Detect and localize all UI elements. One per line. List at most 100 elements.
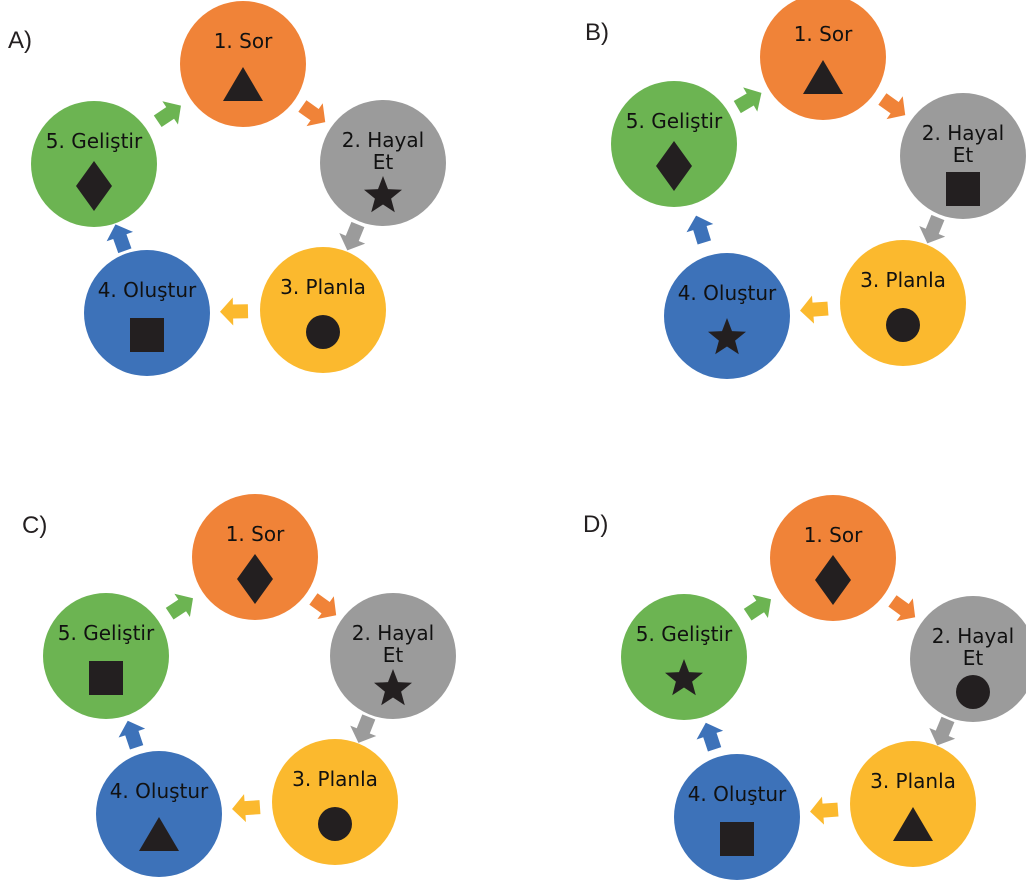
arrow-olustur-to-gelistir-icon (696, 722, 724, 752)
step-label: 1. Sor (794, 22, 853, 46)
arrow-olustur-to-gelistir-icon (106, 224, 134, 254)
step-circle (320, 100, 446, 226)
step-circle (900, 93, 1026, 219)
arrow-planla-to-olustur-icon (232, 794, 261, 823)
step-circle (910, 596, 1026, 722)
step-planla: 3. Planla (260, 247, 386, 373)
step-label: Et (373, 150, 394, 174)
arrow-planla-to-olustur-icon (800, 295, 829, 324)
step-label: 5. Geliştir (626, 109, 723, 133)
step-sor: 1. Sor (192, 494, 318, 620)
step-circle (621, 594, 747, 720)
step-label: 4. Oluştur (110, 779, 209, 803)
arrow-hayal-to-planla-icon (350, 714, 377, 743)
step-label: 3. Planla (860, 268, 946, 292)
step-circle (664, 253, 790, 379)
step-label: 2. Hayal (932, 624, 1014, 648)
step-label: 2. Hayal (342, 128, 424, 152)
step-circle (84, 250, 210, 376)
arrow-sor-to-hayal-icon (878, 93, 906, 120)
step-circle (674, 754, 800, 880)
step-sor: 1. Sor (180, 1, 306, 127)
arrow-planla-to-olustur-icon (220, 297, 249, 326)
arrow-gelistir-to-sor-icon (733, 87, 762, 114)
triangle-icon (223, 67, 263, 101)
step-label: 5. Geliştir (58, 621, 155, 645)
square-icon (946, 172, 980, 206)
star-icon (665, 659, 703, 696)
arrow-sor-to-hayal-icon (309, 593, 337, 620)
step-label: Et (953, 143, 974, 167)
diamond-icon (815, 555, 851, 605)
arrow-planla-to-olustur-icon (810, 796, 839, 825)
step-olustur: 4. Oluştur (674, 754, 800, 880)
star-icon (708, 318, 746, 355)
arrow-gelistir-to-sor-icon (153, 101, 181, 128)
step-olustur: 4. Oluştur (664, 253, 790, 379)
option-label: B) (585, 19, 609, 46)
step-label: 3. Planla (292, 767, 378, 791)
step-gelistir: 5. Geliştir (43, 593, 169, 719)
square-icon (89, 661, 123, 695)
diamond-icon (237, 554, 273, 604)
step-sor: 1. Sor (770, 495, 896, 621)
step-label: 4. Oluştur (98, 278, 197, 302)
arrow-olustur-to-gelistir-icon (118, 720, 146, 750)
option-label: A) (8, 27, 32, 54)
arrow-gelistir-to-sor-icon (743, 594, 771, 621)
square-icon (720, 822, 754, 856)
arrow-hayal-to-planla-icon (929, 716, 956, 746)
step-circle (272, 739, 398, 865)
step-circle (850, 741, 976, 867)
option-label: C) (22, 512, 47, 539)
step-label: 4. Oluştur (688, 782, 787, 806)
triangle-icon (893, 807, 933, 841)
arrow-gelistir-to-sor-icon (165, 593, 193, 620)
step-circle (840, 240, 966, 366)
arrow-hayal-to-planla-icon (919, 214, 946, 244)
step-olustur: 4. Oluştur (96, 751, 222, 877)
step-label: 3. Planla (280, 275, 366, 299)
step-label: 1. Sor (214, 29, 273, 53)
step-label: Et (963, 646, 984, 670)
triangle-icon (803, 60, 843, 94)
step-gelistir: 5. Geliştir (611, 81, 737, 207)
triangle-icon (139, 817, 179, 851)
step-circle (330, 593, 456, 719)
step-circle (180, 1, 306, 127)
step-gelistir: 5. Geliştir (31, 101, 157, 227)
step-label: 1. Sor (804, 523, 863, 547)
step-planla: 3. Planla (850, 741, 976, 867)
arrow-olustur-to-gelistir-icon (686, 215, 714, 245)
arrow-sor-to-hayal-icon (888, 595, 916, 622)
star-icon (364, 176, 402, 213)
step-label: 1. Sor (226, 522, 285, 546)
step-circle (43, 593, 169, 719)
star-icon (374, 669, 412, 706)
step-label: 2. Hayal (922, 121, 1004, 145)
square-icon (130, 318, 164, 352)
step-sor: 1. Sor (760, 0, 886, 120)
step-circle (260, 247, 386, 373)
arrow-sor-to-hayal-icon (298, 100, 326, 127)
circle-icon (886, 308, 920, 342)
circle-icon (956, 675, 990, 709)
step-label: 5. Geliştir (46, 129, 143, 153)
circle-icon (318, 807, 352, 841)
step-label: Et (383, 643, 404, 667)
step-planla: 3. Planla (840, 240, 966, 366)
step-label: 2. Hayal (352, 621, 434, 645)
step-label: 5. Geliştir (636, 622, 733, 646)
circle-icon (306, 315, 340, 349)
step-circle (760, 0, 886, 120)
